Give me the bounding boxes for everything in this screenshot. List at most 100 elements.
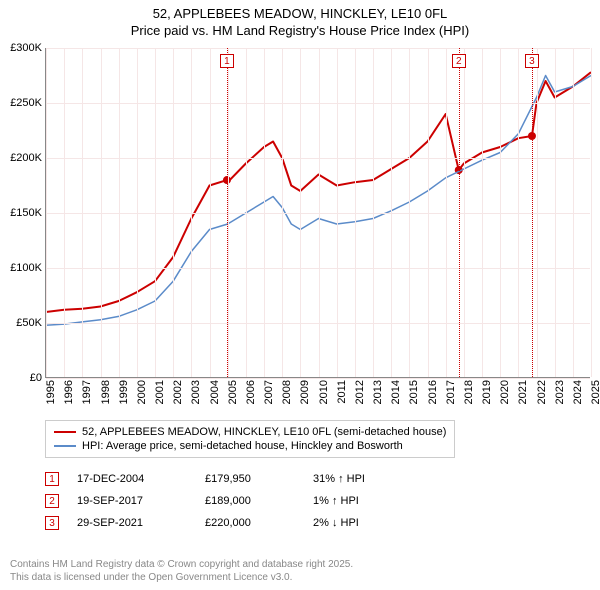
x-tick-label: 2001 (154, 380, 166, 410)
gridline-v (246, 48, 247, 377)
x-tick-label: 2012 (354, 380, 366, 410)
event-price: £189,000 (205, 495, 295, 507)
chart-container: 52, APPLEBEES MEADOW, HINCKLEY, LE10 0FL… (0, 0, 600, 590)
gridline-v (101, 48, 102, 377)
gridline-v (518, 48, 519, 377)
gridline-v (337, 48, 338, 377)
legend: 52, APPLEBEES MEADOW, HINCKLEY, LE10 0FL… (45, 420, 455, 458)
gridline-v (119, 48, 120, 377)
gridline-v (210, 48, 211, 377)
footer-line-2: This data is licensed under the Open Gov… (10, 571, 353, 584)
gridline-v (155, 48, 156, 377)
events-table: 117-DEC-2004£179,95031% ↑ HPI219-SEP-201… (45, 468, 403, 534)
gridline-v (191, 48, 192, 377)
gridline-v (500, 48, 501, 377)
gridline-v (282, 48, 283, 377)
event-vline (459, 48, 460, 377)
x-tick-label: 2008 (281, 380, 293, 410)
event-vline (532, 48, 533, 377)
x-tick-label: 2017 (445, 380, 457, 410)
chart-area: 1 2 3 (45, 48, 590, 378)
gridline-v (428, 48, 429, 377)
event-row-marker: 2 (45, 494, 59, 508)
x-tick-label: 1997 (81, 380, 93, 410)
y-tick-label: £300K (2, 42, 42, 54)
x-tick-label: 2009 (299, 380, 311, 410)
x-tick-label: 1999 (118, 380, 130, 410)
y-tick-label: £150K (2, 207, 42, 219)
y-tick-label: £50K (2, 317, 42, 329)
gridline-v (46, 48, 47, 377)
gridline-v (137, 48, 138, 377)
event-price: £220,000 (205, 517, 295, 529)
gridline-v (591, 48, 592, 377)
x-tick-label: 1995 (45, 380, 57, 410)
x-tick-label: 2022 (536, 380, 548, 410)
event-delta: 1% ↑ HPI (313, 495, 403, 507)
event-vline (227, 48, 228, 377)
gridline-v (264, 48, 265, 377)
gridline-v (64, 48, 65, 377)
x-tick-label: 2004 (209, 380, 221, 410)
event-row-marker: 3 (45, 516, 59, 530)
event-marker-3: 3 (525, 54, 539, 68)
title-block: 52, APPLEBEES MEADOW, HINCKLEY, LE10 0FL… (0, 0, 600, 40)
x-tick-label: 2019 (481, 380, 493, 410)
x-tick-label: 2016 (427, 380, 439, 410)
footer: Contains HM Land Registry data © Crown c… (10, 558, 353, 584)
x-tick-label: 2015 (408, 380, 420, 410)
x-tick-label: 2006 (245, 380, 257, 410)
y-tick-label: £100K (2, 262, 42, 274)
x-tick-label: 2007 (263, 380, 275, 410)
x-tick-label: 2025 (590, 380, 600, 410)
gridline-v (82, 48, 83, 377)
event-row: 219-SEP-2017£189,0001% ↑ HPI (45, 490, 403, 512)
footer-line-1: Contains HM Land Registry data © Crown c… (10, 558, 353, 571)
title-line-1: 52, APPLEBEES MEADOW, HINCKLEY, LE10 0FL (0, 6, 600, 23)
gridline-v (319, 48, 320, 377)
title-line-2: Price paid vs. HM Land Registry's House … (0, 23, 600, 40)
gridline-v (300, 48, 301, 377)
legend-label: 52, APPLEBEES MEADOW, HINCKLEY, LE10 0FL… (82, 426, 446, 438)
legend-swatch (54, 445, 76, 447)
legend-label: HPI: Average price, semi-detached house,… (82, 440, 403, 452)
gridline-v (391, 48, 392, 377)
y-tick-label: £250K (2, 97, 42, 109)
x-tick-label: 2013 (372, 380, 384, 410)
legend-row: HPI: Average price, semi-detached house,… (54, 439, 446, 453)
x-tick-label: 2020 (499, 380, 511, 410)
x-tick-label: 2010 (318, 380, 330, 410)
x-tick-label: 2011 (336, 380, 348, 410)
x-tick-label: 1996 (63, 380, 75, 410)
legend-row: 52, APPLEBEES MEADOW, HINCKLEY, LE10 0FL… (54, 425, 446, 439)
event-delta: 2% ↓ HPI (313, 517, 403, 529)
x-tick-label: 2003 (190, 380, 202, 410)
gridline-v (355, 48, 356, 377)
event-marker-2: 2 (452, 54, 466, 68)
gridline-v (537, 48, 538, 377)
x-tick-label: 2005 (227, 380, 239, 410)
gridline-v (446, 48, 447, 377)
gridline-v (373, 48, 374, 377)
gridline-v (555, 48, 556, 377)
event-row: 3 29-SEP-2021 £220,000 2% ↓ HPI (45, 512, 403, 534)
y-tick-label: £0 (2, 372, 42, 384)
gridline-v (409, 48, 410, 377)
x-tick-label: 2023 (554, 380, 566, 410)
x-tick-label: 2018 (463, 380, 475, 410)
event-row-marker: 1 (45, 472, 59, 486)
event-marker-1: 1 (220, 54, 234, 68)
x-tick-label: 2000 (136, 380, 148, 410)
gridline-h (46, 378, 590, 379)
gridline-v (464, 48, 465, 377)
x-tick-label: 2024 (572, 380, 584, 410)
x-tick-label: 1998 (100, 380, 112, 410)
event-delta: 31% ↑ HPI (313, 473, 403, 485)
y-tick-label: £200K (2, 152, 42, 164)
x-tick-label: 2002 (172, 380, 184, 410)
legend-swatch (54, 431, 76, 433)
event-date: 29-SEP-2021 (77, 517, 187, 529)
event-row: 117-DEC-2004£179,95031% ↑ HPI (45, 468, 403, 490)
x-tick-label: 2021 (517, 380, 529, 410)
gridline-v (482, 48, 483, 377)
